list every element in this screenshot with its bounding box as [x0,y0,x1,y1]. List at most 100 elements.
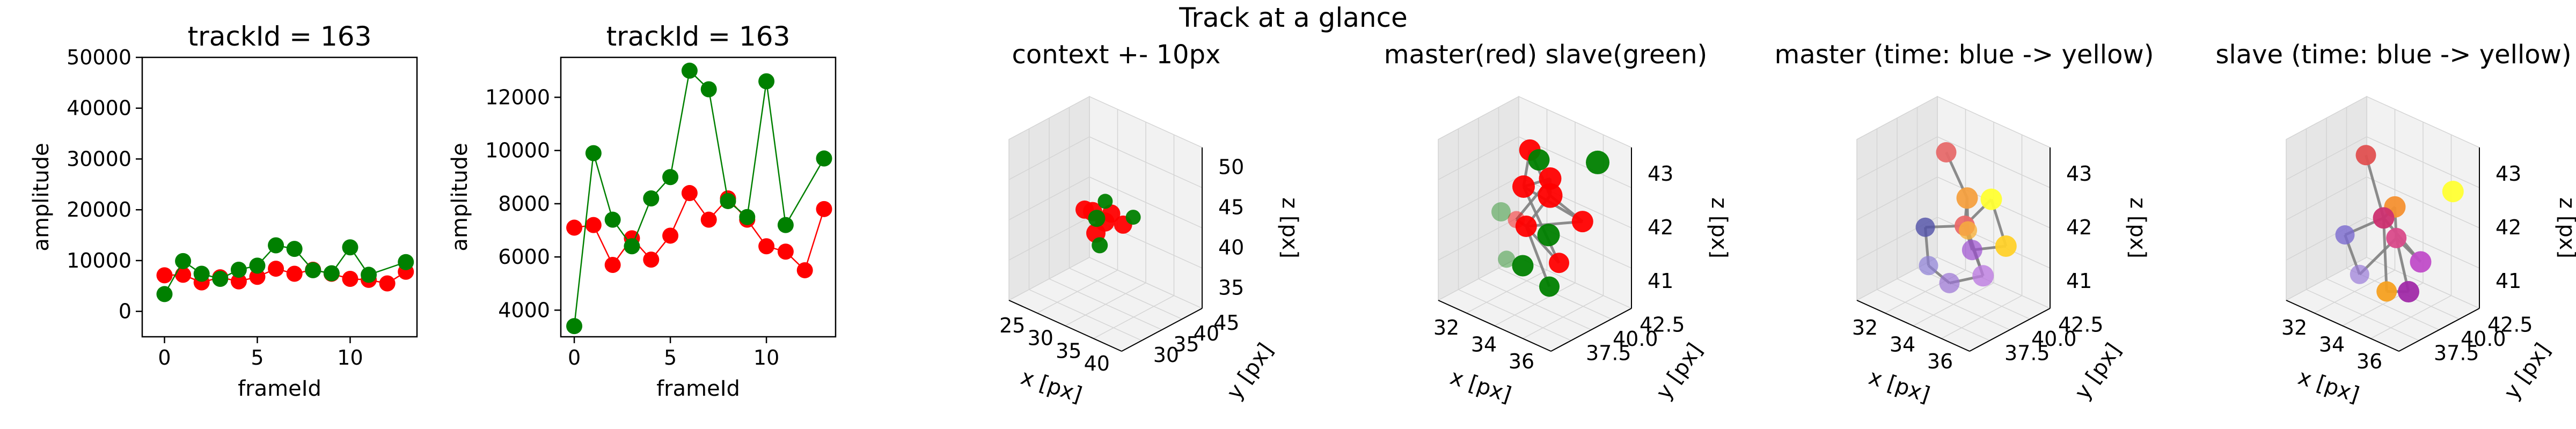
axis-line [1121,308,1203,352]
data-point [1528,149,1550,171]
data-point-green [156,286,173,302]
data-point-red [777,243,794,260]
x-axis-label: x [px] [1865,365,1933,408]
grid-line [2286,136,2367,180]
track-path [2382,218,2388,292]
data-point-red [681,185,698,202]
chart-title: context +- 10px [1012,40,1221,70]
x-tick-label: 40 [1084,352,1110,375]
y-axis-label: y [px] [1651,339,1708,404]
data-point-red [249,269,266,285]
z-tick-label: 41 [2496,269,2521,293]
chart-2: 0 5 10 4000 6000 8000 10000 12000 trackId = 163 f… [448,21,837,401]
data-point-green [230,261,247,278]
chart-title: trackId = 163 [188,21,372,52]
data-point-red [156,267,173,284]
data-point [1498,250,1516,268]
data-point-green [604,211,621,228]
x-tick-label: 32 [2281,316,2307,339]
x-tick-label: 35 [1056,339,1081,363]
chart-title: master(red) slave(green) [1384,40,1707,70]
data-point-green [643,190,660,206]
chart-title: master (time: blue -> yellow) [1775,40,2154,70]
data-point [1515,216,1537,237]
track-path [2365,154,2385,219]
z-tick-label: 42 [2496,216,2521,239]
track-path [1522,186,1561,264]
data-point [1491,202,1511,221]
grid-line [1008,136,1090,180]
y-tick-label: 30000 [67,147,131,171]
z-tick-label: 35 [1218,276,1244,300]
z-axis-label: z [px] [2555,197,2576,258]
x-tick-label: 32 [1433,316,1459,339]
z-tick-label: 50 [1218,156,1244,179]
y-tick-label: 50000 [67,46,131,69]
y-tick-label: 30 [1153,343,1179,367]
data-point [1939,272,1960,293]
x-tick-label: 36 [1927,350,1953,373]
y-tick-label: 42.5 [2058,313,2104,336]
y-tick-label: 42.5 [1640,313,1685,336]
data-point [1956,187,1978,209]
data-point [1125,210,1141,225]
data-point [2376,281,2397,302]
y-tick-label: 6000 [498,245,550,269]
axis-line [1550,308,1632,352]
data-point-red [604,257,621,273]
y-tick-label: 45 [1213,311,1239,335]
z-tick-label: 40 [1218,236,1244,260]
data-point [1537,224,1560,247]
data-point-green [566,318,583,335]
data-point-red [230,273,247,290]
x-axis-label: x [px] [2295,365,2362,408]
data-point-green [398,254,414,270]
y-tick-label: 37.5 [1586,342,1631,365]
x-axis-label: frameId [238,376,321,401]
grid-line [2370,295,2451,339]
data-point-green [662,169,679,186]
data-point-green [700,81,717,98]
y-tick-label: 35 [1173,332,1199,356]
data-point [1512,255,1534,277]
data-point [1959,221,1977,240]
y-tick-label: 12000 [485,85,550,109]
data-point-red [286,265,303,282]
y-tick-label: 40 [1194,322,1219,345]
y-tick-label: 40000 [67,97,131,120]
grid-line [1941,295,2022,339]
data-point-green [342,239,358,256]
data-point-red [268,261,284,277]
figure-title: Track at a glance [1179,2,1408,33]
x-axis-label: frameId [656,376,740,401]
x-tick-label: 10 [337,346,363,369]
data-point-green [739,209,756,225]
plot-frame [560,56,837,338]
data-point-red [816,201,832,217]
grid-line [1897,278,2010,330]
y-tick-label: 10000 [67,249,131,272]
grid-line [1069,268,1182,320]
data-point [1097,194,1113,209]
x-tick-label: 34 [1890,333,1915,357]
z-axis-label: z [px] [2125,197,2150,258]
data-point-red [566,219,583,236]
data-point [1102,204,1121,223]
y-tick-label: 42.5 [2487,313,2533,336]
y-tick-label: 37.5 [2434,342,2479,365]
data-point-red [585,217,602,233]
data-point [1980,188,2002,210]
data-point-green [681,62,698,79]
data-point [1571,211,1593,233]
data-point [1539,167,1562,190]
grid-line [1478,278,1592,330]
y-axis-label: amplitude [448,143,472,251]
data-point-red [379,275,396,292]
data-point-green [286,241,303,257]
data-point-green [323,265,340,282]
data-point-red [175,267,192,283]
data-point [2373,207,2395,229]
